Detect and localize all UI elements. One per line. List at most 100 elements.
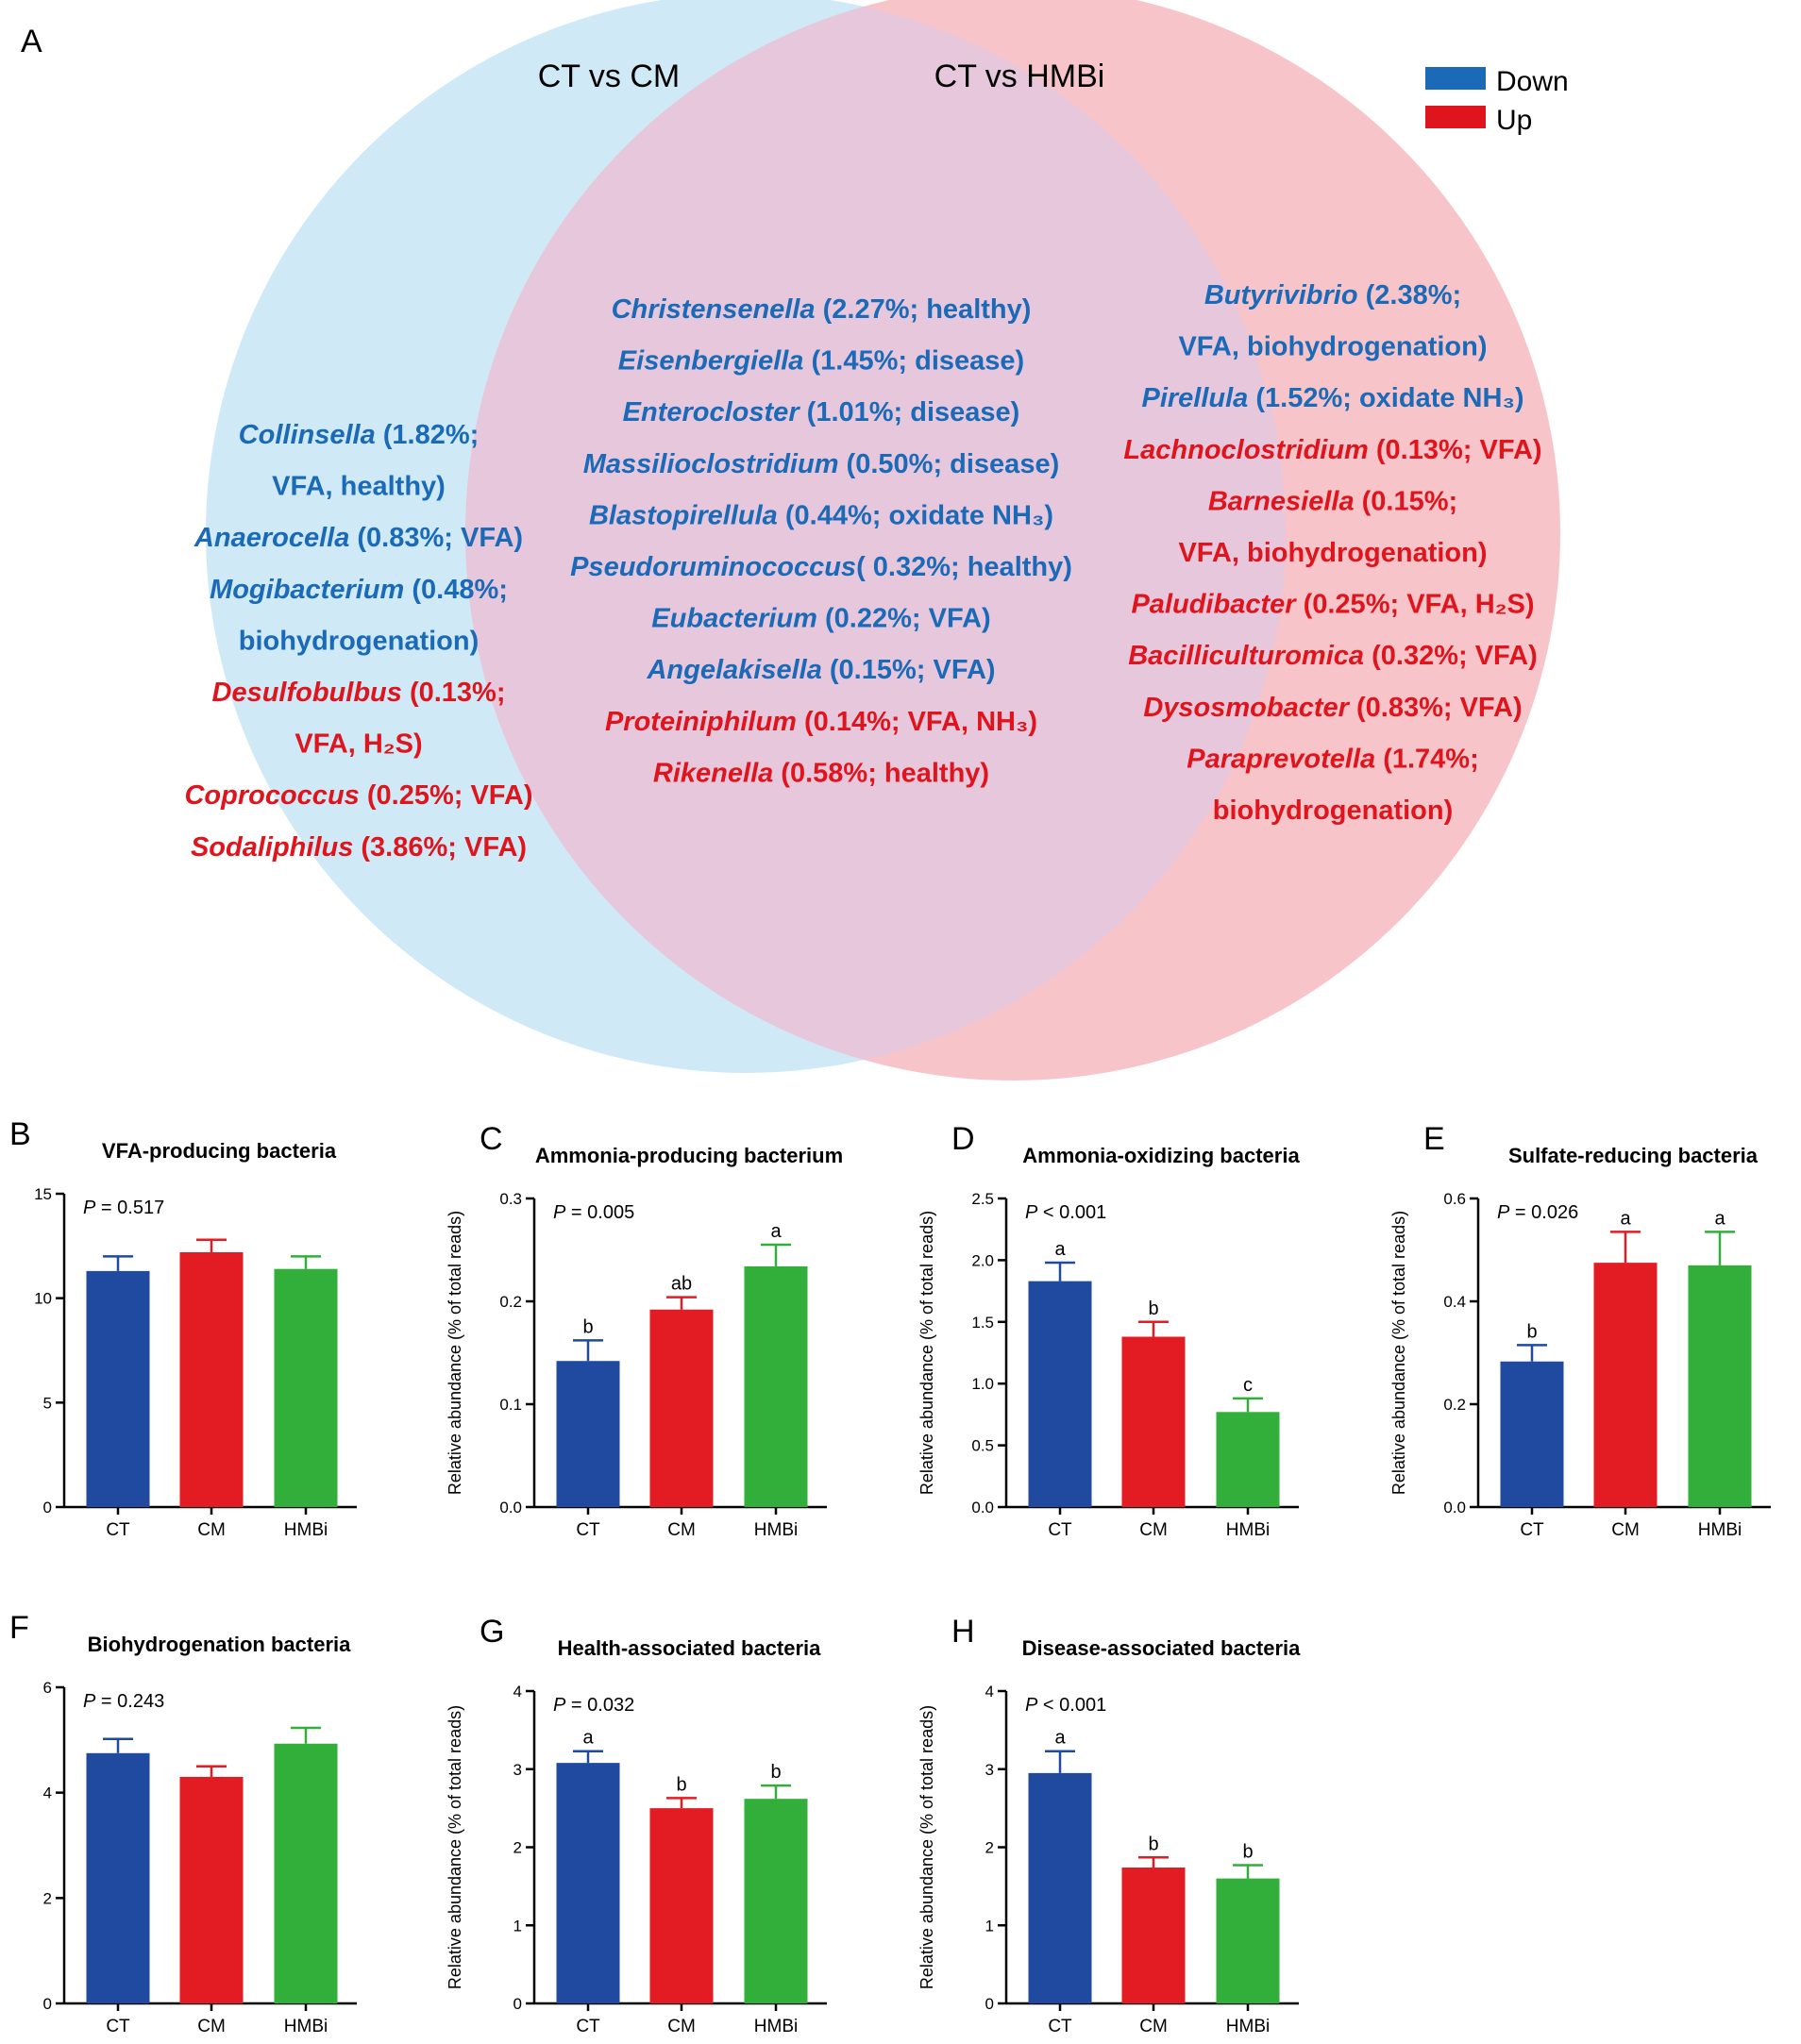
x-tick-label: CM bbox=[1139, 2017, 1168, 2036]
p-value-symbol: P bbox=[1025, 1202, 1038, 1223]
x-tick-label: CM bbox=[1611, 1520, 1640, 1540]
venn-middle-line: Blastopirellula (0.44%; oxidate NH₃) bbox=[589, 500, 1053, 530]
p-value-text: = 0.243 bbox=[95, 1691, 164, 1712]
p-value-text: = 0.026 bbox=[1509, 1202, 1578, 1223]
genus-name: Enterocloster bbox=[623, 397, 801, 427]
bar-cm bbox=[1121, 1868, 1186, 2003]
p-value-symbol: P bbox=[83, 1691, 96, 1712]
x-tick-label: CT bbox=[576, 1520, 600, 1540]
significance-letter: a bbox=[1054, 1239, 1066, 1260]
x-tick-label: HMBi bbox=[754, 1520, 798, 1540]
genus-name: Rikenella bbox=[653, 758, 773, 788]
genus-detail: VFA, healthy) bbox=[272, 472, 446, 502]
venn-left-line: Anaerocella (0.83%; VFA) bbox=[194, 523, 523, 553]
y-tick-label: 0.0 bbox=[1443, 1499, 1466, 1516]
venn-right-line: Dysosmobacter (0.83%; VFA) bbox=[1143, 693, 1522, 723]
x-tick-label: HMBi bbox=[1226, 1520, 1270, 1540]
genus-detail: (0.13%; bbox=[402, 678, 506, 708]
y-tick-label: 3 bbox=[985, 1761, 994, 1779]
genus-name: Coprococcus bbox=[184, 780, 359, 811]
genus-detail: VFA, biohydrogenation) bbox=[1178, 332, 1487, 362]
genus-detail: (2.38%; bbox=[1358, 280, 1462, 310]
venn-right-line: Barnesiella (0.15%; bbox=[1208, 486, 1457, 516]
x-tick-label: CT bbox=[576, 2017, 600, 2036]
genus-detail: (0.15%; VFA) bbox=[822, 655, 996, 685]
venn-middle-line: Angelakisella (0.15%; VFA) bbox=[646, 655, 995, 685]
y-tick-label: 0.2 bbox=[1443, 1396, 1466, 1414]
genus-name: Paludibacter bbox=[1131, 590, 1297, 620]
panel-label: C bbox=[480, 1121, 503, 1157]
venn-middle-line: Rikenella (0.58%; healthy) bbox=[653, 758, 989, 788]
legend-label-down: Down bbox=[1496, 66, 1569, 97]
p-value-text: < 0.001 bbox=[1037, 1202, 1106, 1223]
significance-letter: b bbox=[582, 1316, 593, 1337]
p-value-text: = 0.005 bbox=[565, 1202, 634, 1223]
significance-letter: a bbox=[1054, 1728, 1066, 1749]
p-value-symbol: P bbox=[553, 1695, 566, 1716]
panel-label: G bbox=[480, 1614, 504, 1650]
chart-d: D Ammonia-oxidizing bacteria Relative abun… bbox=[917, 1121, 1300, 1540]
venn-middle-line: Enterocloster (1.01%; disease) bbox=[623, 397, 1020, 427]
y-tick-label: 0.4 bbox=[1443, 1293, 1466, 1311]
venn-title-left: CT vs CM bbox=[538, 59, 680, 94]
y-tick-label: 6 bbox=[43, 1679, 52, 1697]
y-axis-label: Relative abundance (% of total reads) bbox=[446, 1705, 464, 1989]
panel-label-a: A bbox=[21, 24, 42, 59]
p-value-text: = 0.032 bbox=[565, 1695, 634, 1716]
genus-name: Proteiniphilum bbox=[605, 707, 797, 737]
bar-hmbi bbox=[744, 1799, 808, 2003]
genus-name: Eisenbergiella bbox=[618, 346, 804, 377]
y-tick-label: 0.3 bbox=[499, 1190, 522, 1208]
x-tick-label: CT bbox=[106, 1520, 130, 1540]
venn-right-line: Lachnoclostridium (0.13%; VFA) bbox=[1123, 435, 1541, 465]
bar-hmbi bbox=[1688, 1265, 1752, 1507]
genus-detail: (0.83%; VFA) bbox=[349, 523, 523, 553]
bar-hmbi bbox=[274, 1743, 338, 2003]
venn-middle-line: Christensenella (2.27%; healthy) bbox=[612, 294, 1032, 325]
y-tick-label: 2 bbox=[43, 1889, 52, 1907]
venn-right-line: Paludibacter (0.25%; VFA, H₂S) bbox=[1131, 590, 1534, 620]
genus-detail: (1.52%; oxidate NH₃) bbox=[1248, 383, 1523, 413]
genus-name: Blastopirellula bbox=[589, 500, 778, 530]
genus-name: Massilioclostridium bbox=[583, 449, 839, 479]
venn-right-line: Paraprevotella (1.74%; bbox=[1187, 744, 1479, 774]
genus-detail: biohydrogenation) bbox=[239, 626, 480, 656]
p-value-symbol: P bbox=[83, 1198, 96, 1218]
genus-detail: (0.48%; bbox=[404, 575, 508, 605]
genus-detail: (0.13%; VFA) bbox=[1369, 435, 1542, 465]
genus-name: Mogibacterium bbox=[210, 575, 404, 605]
y-tick-label: 0.0 bbox=[499, 1499, 522, 1516]
bar-ct bbox=[1028, 1281, 1092, 1507]
chart-title: Ammonia-producing bacterium bbox=[535, 1144, 843, 1167]
genus-detail: (0.58%; healthy) bbox=[773, 758, 989, 788]
bar-cm bbox=[179, 1776, 244, 2003]
y-tick-label: 0 bbox=[985, 1995, 994, 2013]
bar-cm bbox=[649, 1808, 714, 2003]
significance-letter: a bbox=[1714, 1208, 1725, 1229]
panel-label: E bbox=[1423, 1121, 1445, 1157]
y-tick-label: 1.0 bbox=[971, 1375, 994, 1393]
x-tick-label: CM bbox=[667, 2017, 696, 2036]
genus-detail: (3.86%; VFA) bbox=[353, 832, 527, 863]
venn-overlap bbox=[465, 6, 1286, 1061]
genus-detail: (1.45%; disease) bbox=[803, 346, 1024, 377]
venn-right-line: VFA, biohydrogenation) bbox=[1178, 332, 1487, 362]
genus-detail: (1.01%; disease) bbox=[800, 397, 1020, 427]
y-tick-label: 5 bbox=[43, 1394, 52, 1412]
bar-ct bbox=[1500, 1361, 1564, 1507]
x-tick-label: CT bbox=[1048, 1520, 1072, 1540]
genus-name: Sodaliphilus bbox=[191, 832, 353, 863]
venn-title-right: CT vs HMBi bbox=[934, 59, 1105, 94]
p-value: P = 0.005 bbox=[553, 1202, 634, 1223]
bar-ct bbox=[86, 1270, 150, 1507]
significance-letter: a bbox=[1620, 1208, 1631, 1229]
venn-middle-line: Proteiniphilum (0.14%; VFA, NH₃) bbox=[605, 707, 1037, 737]
bar-charts: B VFA-producing bacteria Relative abundanc… bbox=[9, 1116, 1771, 2036]
bar-hmbi bbox=[1216, 1412, 1280, 1507]
y-tick-label: 0.2 bbox=[499, 1293, 522, 1311]
p-value-text: = 0.517 bbox=[95, 1198, 164, 1218]
genus-name: Christensenella bbox=[612, 294, 816, 325]
legend: Down Up bbox=[1425, 66, 1569, 136]
